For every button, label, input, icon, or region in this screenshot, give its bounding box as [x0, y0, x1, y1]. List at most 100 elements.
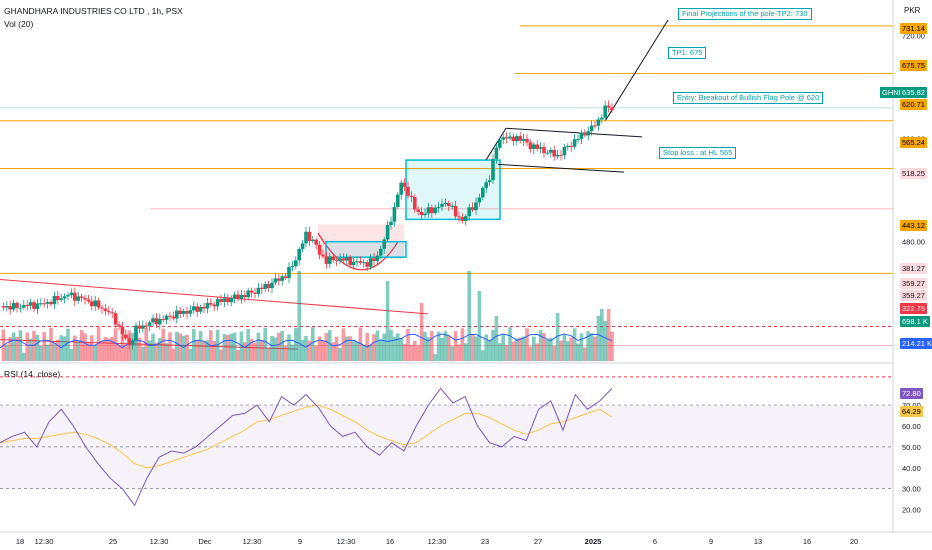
volume-bar: [467, 271, 471, 361]
volume-bar: [355, 341, 359, 361]
volume-bar: [300, 339, 305, 361]
annotation-stoploss[interactable]: Stop loss : at HL 565: [659, 147, 737, 159]
volume-bar: [532, 336, 536, 361]
volume-bar: [498, 343, 502, 361]
volume-bar: [416, 345, 420, 361]
volume-bar: [270, 336, 274, 361]
volume-bar: [433, 354, 437, 361]
volume-bar: [484, 334, 488, 361]
candle-body: [392, 206, 397, 222]
candle-body: [52, 296, 57, 305]
time-tick-label: 13: [754, 537, 762, 546]
candle-body: [572, 139, 577, 147]
volume-bar: [579, 333, 584, 361]
time-tick-label: 27: [534, 537, 542, 546]
candle-body: [168, 315, 172, 317]
volume-bar: [314, 345, 318, 361]
volume-bar: [117, 345, 121, 361]
volume-bar: [273, 337, 278, 361]
annotation-entry[interactable]: Entry: Breakout of Bullish Flag Pole @ 6…: [673, 92, 824, 104]
candle-body: [1, 306, 6, 308]
candle-body: [25, 304, 29, 306]
volume-bar: [158, 338, 162, 361]
candle-body: [385, 225, 390, 240]
candle-body: [552, 149, 556, 157]
price-candles: [1, 100, 614, 350]
candle-body: [158, 318, 162, 325]
level-badge: 731.14: [900, 23, 927, 34]
candle-body: [569, 145, 573, 147]
annotation-tp1[interactable]: TP1: 675: [668, 47, 707, 59]
volume-bar: [144, 327, 148, 361]
candle-body: [525, 138, 529, 143]
volume-bar: [545, 339, 550, 361]
volume-bar: [90, 335, 94, 361]
candle-body: [256, 287, 261, 294]
volume-bar: [32, 330, 36, 361]
candle-body: [368, 258, 373, 267]
candle-body: [498, 139, 502, 148]
candle-body: [579, 132, 584, 140]
volume-bar: [76, 341, 80, 361]
candle-body: [195, 306, 199, 312]
volume-bar: [69, 348, 74, 361]
candle-body: [545, 152, 550, 154]
candle-body: [236, 294, 240, 300]
volume-bar: [368, 344, 373, 361]
level-badge: 359.27: [900, 278, 927, 289]
volume-bar: [219, 349, 223, 361]
time-tick-label: 16: [386, 537, 394, 546]
candle-body: [202, 306, 206, 309]
volume-bars: [0, 271, 614, 361]
candle-body: [474, 202, 478, 211]
volume-bar: [453, 331, 458, 361]
candle-body: [134, 325, 138, 341]
time-tick-label: 25: [109, 537, 117, 546]
consolidation-box-1: [325, 240, 407, 258]
volume-bar: [406, 328, 410, 361]
candle-body: [596, 119, 601, 126]
candle-body: [66, 295, 70, 297]
candle-body: [430, 207, 434, 214]
candle-body: [86, 299, 91, 302]
candle-body: [226, 298, 230, 303]
time-tick-label: 6: [653, 537, 657, 546]
volume-bar: [610, 331, 614, 361]
volume-bar: [39, 345, 43, 361]
candle-body: [389, 221, 393, 226]
volume-bar: [141, 346, 145, 361]
annotation-tp2[interactable]: Final Projections of the pole-TP2: 730: [678, 8, 812, 20]
candle-body: [249, 290, 254, 293]
candle-body: [141, 325, 145, 329]
volume-bar: [331, 342, 335, 361]
level-badge: 64.29: [900, 406, 923, 417]
candle-body: [549, 149, 553, 153]
level-badge: 381.27: [900, 263, 927, 274]
candle-body: [317, 244, 322, 255]
candle-body: [450, 205, 454, 207]
volume-bar: [487, 340, 492, 361]
volume-bar: [593, 336, 597, 361]
currency-label[interactable]: PKR: [904, 6, 921, 15]
candle-body: [600, 117, 604, 120]
volume-bar: [113, 328, 118, 361]
candle-body: [409, 195, 414, 197]
candle-body: [42, 303, 46, 305]
volume-bar: [35, 334, 40, 361]
level-badge: 72.80: [900, 388, 923, 399]
candle-body: [399, 182, 403, 195]
volume-bar: [562, 334, 567, 361]
volume-bar: [243, 342, 247, 361]
volume-bar: [195, 340, 199, 361]
time-tick-label: 9: [298, 537, 302, 546]
candle-body: [35, 303, 40, 309]
candle-body: [205, 303, 210, 309]
candle-body: [270, 282, 274, 288]
candle-body: [365, 262, 369, 267]
candle-body: [593, 125, 597, 127]
candle-body: [62, 296, 67, 299]
volume-bar: [470, 334, 475, 361]
candle-body: [239, 294, 244, 300]
volume-bar: [338, 347, 342, 361]
